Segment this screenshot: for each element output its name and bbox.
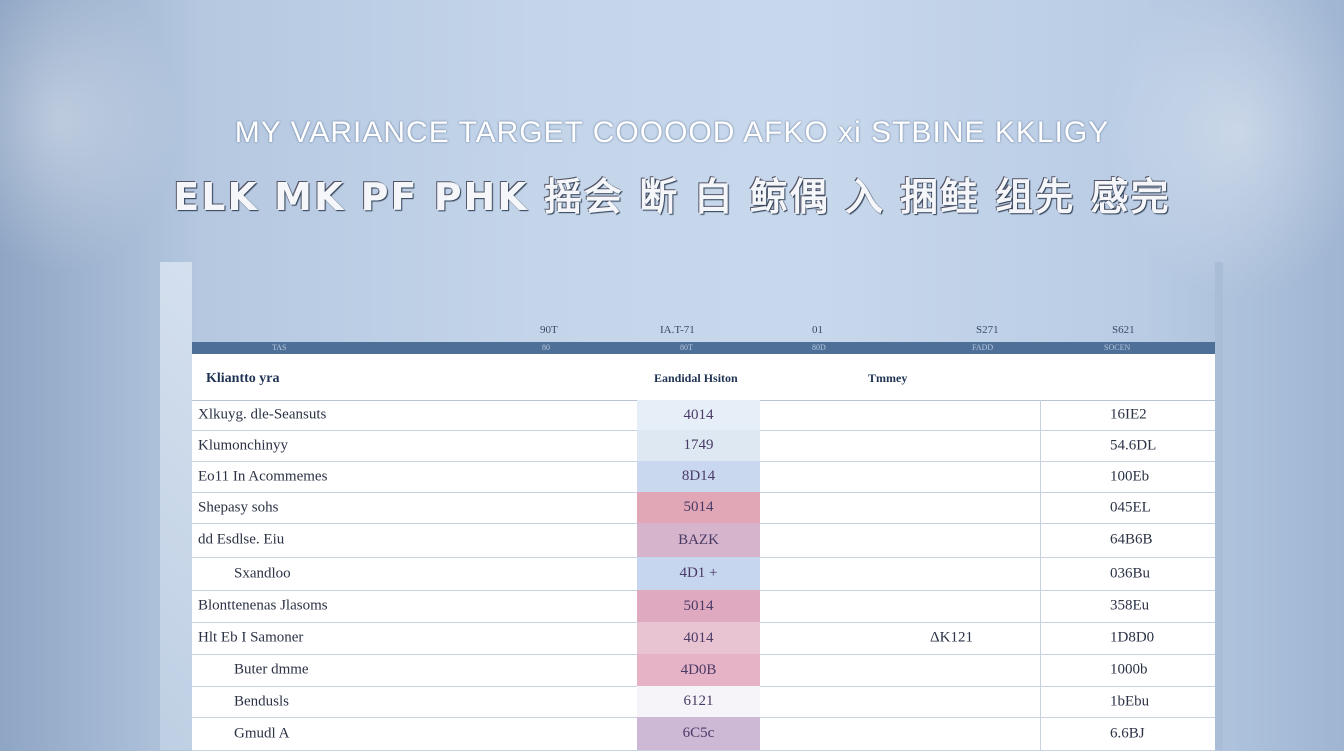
background-foliage-right: [1084, 0, 1344, 330]
row-right-value: 1000b: [1110, 661, 1148, 678]
row-value: 6C5c: [682, 725, 715, 741]
column-header[interactable]: Kliantto yra: [206, 371, 280, 386]
row-value: 4D1 +: [679, 565, 718, 581]
row-mid-value: ΔK121: [930, 629, 973, 646]
row-right-value: 358Eu: [1110, 597, 1150, 614]
row-right-value: 036Bu: [1110, 565, 1151, 581]
row-value: 4014: [683, 406, 714, 423]
table-row[interactable]: Buter dmme 4D0B 1000b: [192, 654, 1215, 687]
row-value: 6121: [683, 693, 714, 709]
row-label: Xlkuyg. dle-Seansuts: [198, 406, 327, 423]
top-label: S271: [976, 324, 999, 336]
table-row[interactable]: dd Esdlse. Eiu BAZK 64B6B: [192, 523, 1215, 558]
top-label: S621: [1112, 324, 1135, 336]
table-row[interactable]: Klumonchinyy 1749 54.6DL: [192, 430, 1215, 462]
row-label: Shepasy sohs: [198, 499, 279, 515]
table-row[interactable]: Blonttenenas Jlasoms 5014 358Eu: [192, 590, 1215, 623]
row-value-cell: BAZK: [637, 523, 760, 557]
row-value-cell: 4D0B: [637, 654, 760, 686]
row-label: Sxandloo: [234, 565, 291, 581]
row-label: Blonttenenas Jlasoms: [198, 597, 328, 614]
row-value: 1749: [683, 437, 714, 453]
row-value-cell: 4014: [637, 622, 760, 654]
row-value: 8D14: [681, 468, 716, 484]
band-label: TAS: [272, 343, 287, 352]
band-label: 80T: [680, 343, 693, 352]
row-value: 5014: [683, 499, 714, 515]
data-table: Kliantto yra Eandidal Hsiton Tmmey Xlkuy…: [192, 354, 1215, 751]
page-title: MY VARIANCE TARGET COOOOD AFKO xi STBINE…: [234, 116, 1110, 149]
table-row[interactable]: Shepasy sohs 5014 045EL: [192, 492, 1215, 524]
row-right-value: 16IE2: [1110, 406, 1147, 423]
row-label: Hlt Eb I Samoner: [198, 629, 304, 646]
column-divider: [1040, 400, 1041, 750]
row-value-cell: 5014: [637, 590, 760, 622]
table-row[interactable]: Hlt Eb I Samoner 4014 ΔK121 1D8D0: [192, 622, 1215, 655]
table-row[interactable]: Gmudl A 6C5c 6.6BJ: [192, 717, 1215, 751]
top-label: IA.T-71: [660, 324, 695, 336]
row-right-value: 045EL: [1110, 499, 1151, 515]
row-value: 5014: [683, 597, 714, 614]
table-row[interactable]: Sxandloo 4D1 + 036Bu: [192, 557, 1215, 591]
top-label: 01: [812, 324, 823, 336]
row-value-cell: 4D1 +: [637, 557, 760, 590]
row-right-value: 1bEbu: [1110, 693, 1150, 709]
band-label: SOCEN: [1104, 343, 1131, 352]
row-label: Eo11 In Acommemes: [198, 468, 328, 484]
table-row[interactable]: Eo11 In Acommemes 8D14 100Eb: [192, 461, 1215, 493]
band-label: 80: [542, 343, 550, 352]
row-value: 4014: [683, 629, 714, 646]
table-row[interactable]: Bendusls 6121 1bEbu: [192, 686, 1215, 718]
row-value: 4D0B: [680, 661, 717, 678]
left-panel-edge: [160, 262, 192, 750]
row-value-cell: 8D14: [637, 461, 760, 492]
table-row[interactable]: Xlkuyg. dle-Seansuts 4014 16IE2: [192, 400, 1215, 431]
row-value-cell: 1749: [637, 430, 760, 461]
background-foliage-left: [0, 0, 200, 300]
row-right-value: 1D8D0: [1110, 629, 1155, 646]
column-header[interactable]: Eandidal Hsiton: [654, 371, 738, 385]
band-label: FADD: [972, 343, 994, 352]
row-label: Buter dmme: [234, 661, 309, 678]
row-value-cell: 6121: [637, 686, 760, 717]
top-label: 90T: [540, 324, 558, 336]
row-value: BAZK: [678, 531, 719, 548]
row-label: Gmudl A: [234, 725, 290, 741]
row-right-value: 100Eb: [1110, 468, 1150, 484]
band-label: 80D: [812, 343, 826, 352]
row-label: dd Esdlse. Eiu: [198, 531, 285, 548]
row-label: Klumonchinyy: [198, 437, 288, 453]
column-header[interactable]: Tmmey: [868, 371, 908, 385]
table-header: Kliantto yra Eandidal Hsiton Tmmey: [192, 354, 1215, 401]
row-value-cell: 6C5c: [637, 717, 760, 750]
row-value-cell: 5014: [637, 492, 760, 523]
header-band: TAS 80 80T 80D FADD SOCEN: [192, 342, 1215, 354]
row-right-value: 64B6B: [1110, 531, 1153, 548]
row-right-value: 54.6DL: [1110, 437, 1157, 453]
right-panel-edge: [1215, 262, 1223, 750]
row-label: Bendusls: [234, 693, 290, 709]
page-subtitle: ELK MK PF PHK 摇会 断 白 鲸偶 入 捆鲑 组先 感完: [173, 175, 1171, 219]
row-value-cell: 4014: [637, 400, 760, 430]
row-right-value: 6.6BJ: [1110, 725, 1145, 741]
column-top-labels: 90T IA.T-71 01 S271 S621: [192, 324, 1215, 342]
